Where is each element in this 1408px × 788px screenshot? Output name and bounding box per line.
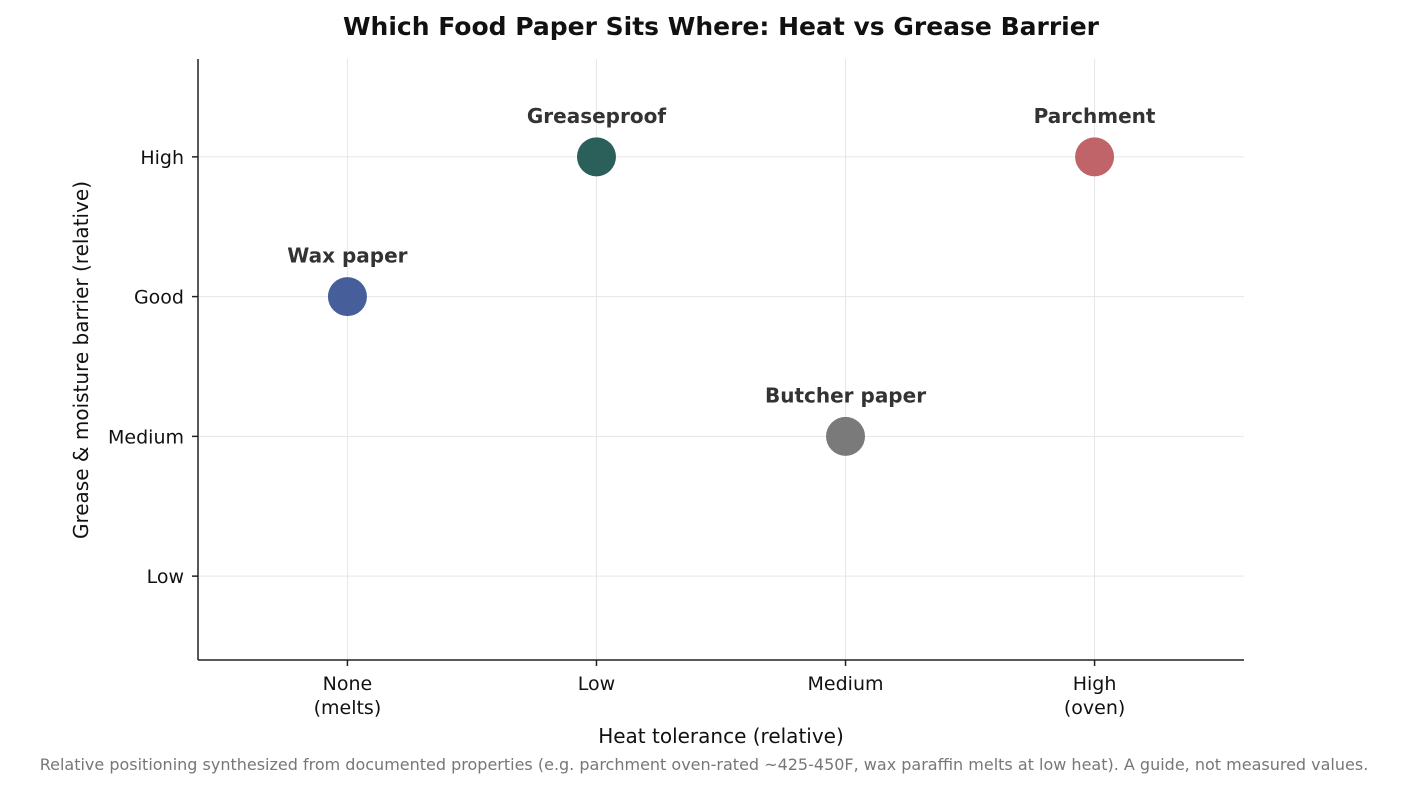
x-tick-label: Medium <box>808 673 884 695</box>
data-point <box>327 277 367 317</box>
y-tick-label: Good <box>134 287 184 309</box>
x-tick-label: None (melts) <box>314 673 382 719</box>
x-tick-label-line: High <box>1073 673 1117 695</box>
chart-title: Which Food Paper Sits Where: Heat vs Gre… <box>343 12 1100 41</box>
x-tick-label-line: None <box>323 673 373 695</box>
y-tick-label: High <box>140 147 184 169</box>
y-axis-label: Grease & moisture barrier (relative) <box>69 181 93 539</box>
x-tick-label-line: (melts) <box>314 697 382 719</box>
x-tick-label-line: Medium <box>808 673 884 695</box>
x-tick-label-line: (oven) <box>1064 697 1125 719</box>
y-tick-label: Medium <box>108 426 184 448</box>
x-tick-label-line: Low <box>578 673 615 695</box>
x-tick-label: High (oven) <box>1064 673 1125 719</box>
data-points: Wax paper Greaseproof Butcher paper Parchme… <box>287 104 1156 456</box>
y-tick-label: Low <box>147 566 184 588</box>
data-point <box>576 137 616 177</box>
x-axis-label: Heat tolerance (relative) <box>598 724 844 748</box>
data-point <box>826 416 866 456</box>
data-point-label: Wax paper <box>287 244 407 268</box>
data-point-label: Greaseproof <box>527 104 666 128</box>
x-tick-label: Low <box>578 673 615 695</box>
footnote: Relative positioning synthesized from do… <box>40 755 1369 774</box>
data-point-label: Parchment <box>1034 104 1156 128</box>
data-point <box>1075 137 1115 177</box>
data-point-label: Butcher paper <box>765 383 926 407</box>
axes: None (melts)Low Medium High (oven)LowMediumG… <box>108 59 1244 719</box>
